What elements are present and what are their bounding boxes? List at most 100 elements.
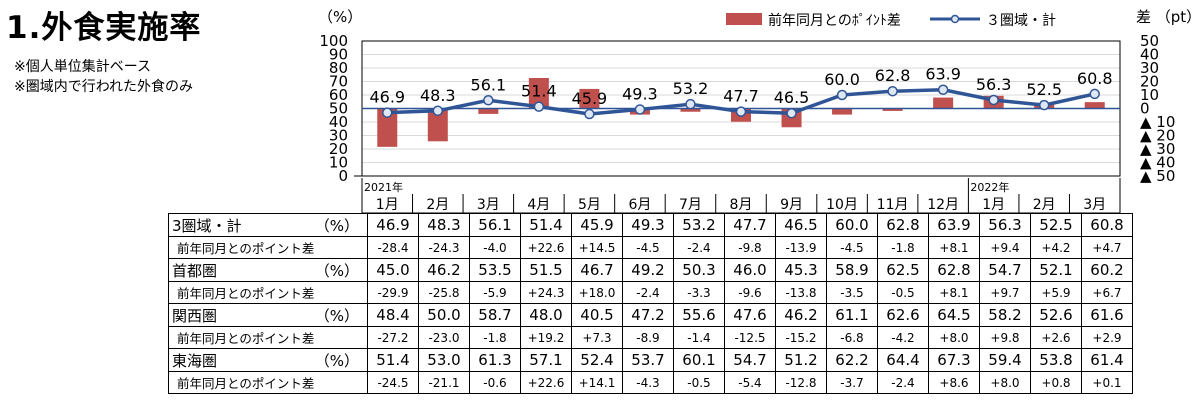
x-tick-label: 1月 — [376, 197, 399, 213]
right-tick-label: ▲ 30 — [1140, 140, 1175, 158]
row-label: 3圏域・計 （%） — [168, 213, 368, 237]
table-cell: -4.2 — [877, 326, 929, 349]
left-tick-label: 30 — [329, 127, 348, 145]
table-cell: -2.4 — [673, 236, 725, 259]
table-cell: -9.8 — [724, 236, 776, 259]
right-tick-label: 50 — [1140, 32, 1159, 50]
x-tick-label: 8月 — [730, 197, 753, 213]
table-cell: -12.5 — [724, 326, 776, 349]
left-axis-unit: （%） — [318, 8, 362, 26]
page-title: 1.外食実施率 — [6, 10, 202, 46]
note-individual-basis: ※個人単位集計ベース — [14, 59, 152, 75]
right-tick-label: 20 — [1140, 73, 1159, 91]
table-cell: 47.6 — [724, 303, 776, 327]
diff-bar — [478, 108, 499, 114]
table-cell: -23.0 — [418, 326, 470, 349]
line-data-label: 51.4 — [521, 82, 557, 101]
table-cell: +14.5 — [571, 236, 623, 259]
x-tick-label: 6月 — [628, 197, 651, 213]
table-row: 前年同月とのポイント差 -28.4 -24.3 -4.0 +22.6 +14.5 -4.5-… — [168, 236, 1133, 259]
table-cell: -2.4 — [622, 281, 674, 304]
year-label: 2021年 — [364, 180, 403, 194]
table-cell: -0.5 — [673, 371, 725, 394]
row-unit: （%） — [314, 261, 359, 280]
row-label-text: 首都圏 — [172, 261, 218, 280]
x-tick-label: 5月 — [578, 197, 601, 213]
chart-legend: 前年同月とのﾎﾟｲﾝﾄ差 ３圏域・計 — [726, 12, 1056, 29]
table-cell: 56.1 — [469, 213, 521, 237]
table-cell: -21.1 — [418, 371, 470, 394]
line-data-label: 45.9 — [572, 89, 608, 108]
row-label: 関西圏 （%） — [168, 303, 368, 327]
line-data-label: 46.5 — [774, 88, 810, 107]
table-cell: 53.7 — [622, 348, 674, 372]
table-cell: -24.5 — [367, 371, 419, 394]
table-cell: 62.8 — [877, 213, 929, 237]
table-cell: +8.1 — [928, 236, 980, 259]
line-data-label: 60.8 — [1077, 69, 1113, 88]
left-tick-label: 80 — [329, 59, 348, 77]
table-cell: 51.4 — [520, 213, 572, 237]
table-cell: -8.9 — [622, 326, 674, 349]
table-cell: 62.2 — [826, 348, 878, 372]
table-cell: +19.2 — [520, 326, 572, 349]
table-cell: +4.2 — [1030, 236, 1082, 259]
table-cell: +14.1 — [571, 371, 623, 394]
table-cell: +9.4 — [979, 236, 1031, 259]
diff-bar — [680, 108, 701, 112]
table-cell: 61.6 — [1081, 303, 1133, 327]
table-cell: -6.8 — [826, 326, 878, 349]
row-label: 前年同月とのポイント差 — [168, 371, 368, 394]
right-tick-label: 40 — [1140, 46, 1159, 64]
table-cell: +8.1 — [928, 281, 980, 304]
left-tick-label: 20 — [329, 140, 348, 158]
line-point — [887, 85, 898, 97]
left-tick-label: 70 — [329, 73, 348, 91]
x-tick-label: 1月 — [982, 197, 1005, 213]
row-label-text: 東海圏 — [172, 351, 218, 370]
table-cell: 60.1 — [673, 348, 725, 372]
year-label: 2022年 — [970, 180, 1009, 194]
table-cell: 54.7 — [979, 258, 1031, 282]
right-tick-label: ▲ 20 — [1140, 127, 1175, 145]
line-point — [836, 89, 848, 101]
table-row: 前年同月とのポイント差 -29.9 -25.8 -5.9 +24.3 +18.0 -2.4-… — [168, 281, 1133, 304]
table-cell: +9.8 — [979, 326, 1031, 349]
line-point — [1089, 88, 1100, 100]
table-cell: -5.4 — [724, 371, 776, 394]
table-cell: +4.7 — [1081, 236, 1133, 259]
x-tick-label: 9月 — [780, 197, 803, 213]
line-data-label: 56.1 — [471, 75, 507, 94]
table-row: 関西圏 （%） 48.4 50.0 58.7 48.0 40.5 47.2 55.6 47.6 46… — [168, 303, 1133, 327]
table-cell: 53.2 — [673, 213, 725, 237]
table-cell: +9.7 — [979, 281, 1031, 304]
table-cell: +8.0 — [928, 326, 980, 349]
table-cell: 48.0 — [520, 303, 572, 327]
table-cell: 47.2 — [622, 303, 674, 327]
table-cell: -13.8 — [775, 281, 827, 304]
table-cell: 60.2 — [1081, 258, 1133, 282]
table-cell: 53.8 — [1030, 348, 1082, 372]
row-label: 前年同月とのポイント差 — [168, 236, 368, 259]
table-cell: +22.6 — [520, 236, 572, 259]
row-label-text: 前年同月とのポイント差 — [177, 241, 315, 256]
table-cell: -13.9 — [775, 236, 827, 259]
table-cell: 46.5 — [775, 213, 827, 237]
table-cell: -15.2 — [775, 326, 827, 349]
table-cell: 54.7 — [724, 348, 776, 372]
left-tick-label: 100 — [319, 32, 348, 50]
table-cell: 67.3 — [928, 348, 980, 372]
table-cell: 61.1 — [826, 303, 878, 327]
row-label-text: 関西圏 — [172, 306, 218, 325]
table-cell: 50.0 — [418, 303, 470, 327]
table-cell: 62.5 — [877, 258, 929, 282]
table-cell: +2.9 — [1081, 326, 1133, 349]
table-cell: 46.9 — [367, 213, 419, 237]
left-tick-label: 50 — [329, 100, 348, 118]
line-point — [634, 104, 646, 115]
table-cell: 52.1 — [1030, 258, 1082, 282]
table-cell: -4.3 — [622, 371, 674, 394]
table-cell: +18.0 — [571, 281, 623, 304]
table-cell: 51.5 — [520, 258, 572, 282]
table-cell: 49.2 — [622, 258, 674, 282]
